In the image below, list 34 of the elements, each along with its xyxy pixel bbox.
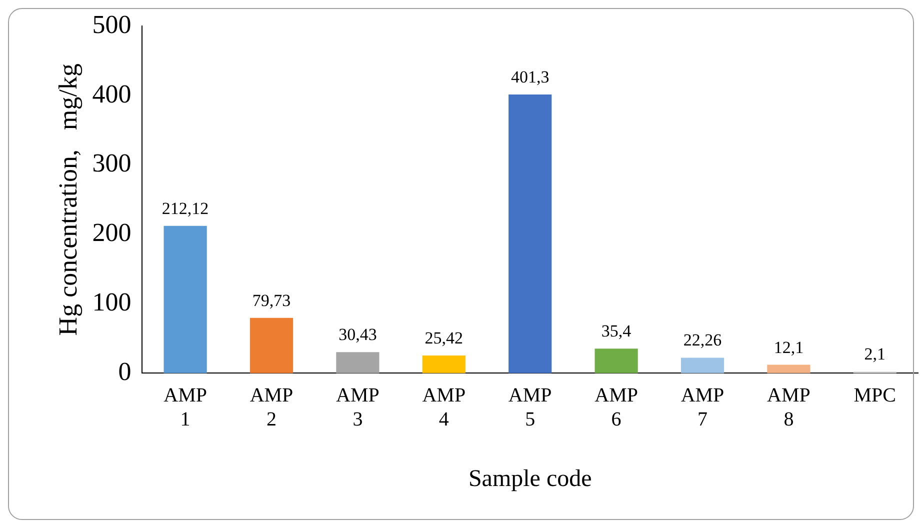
y-tick-label: 300	[92, 148, 132, 178]
data-label: 212,12	[162, 198, 209, 218]
data-label: 2,1	[864, 344, 886, 364]
x-tick-label: AMP 6	[594, 384, 638, 430]
bar	[767, 364, 810, 374]
data-label: 79,73	[252, 290, 291, 310]
bar	[680, 358, 724, 374]
bar	[508, 94, 552, 374]
data-label: 35,4	[601, 322, 632, 341]
data-label: 30,43	[338, 325, 377, 344]
bar	[164, 226, 207, 374]
x-tick-label: AMP 3	[336, 384, 380, 430]
data-label: 12,1	[774, 338, 804, 357]
x-tick-label: AMP 7	[680, 384, 724, 430]
bar	[422, 356, 466, 374]
x-tick-label: AMP 4	[422, 384, 466, 430]
x-tick-label: AMP 2	[250, 384, 294, 430]
data-label: 401,3	[510, 68, 550, 87]
x-tick-label: AMP 5	[508, 384, 552, 430]
y-tick-label: 500	[92, 10, 132, 39]
bar	[594, 348, 638, 374]
y-tick-label: 200	[92, 218, 132, 248]
x-tick-label: AMP 8	[767, 384, 810, 430]
x-tick-label: AMP 1	[164, 384, 207, 430]
y-tick-label: 0	[118, 357, 132, 386]
bar	[250, 318, 294, 374]
bar	[336, 352, 380, 374]
data-label: 22,26	[683, 330, 722, 350]
x-axis-title: Sample code	[468, 466, 592, 492]
data-label: 25,42	[424, 328, 464, 348]
y-axis-title: Hg concentration, mg/kg	[53, 63, 82, 336]
y-tick-label: 400	[92, 79, 132, 108]
y-tick-label: 100	[92, 288, 132, 317]
x-tick-label: MPC	[854, 384, 896, 406]
